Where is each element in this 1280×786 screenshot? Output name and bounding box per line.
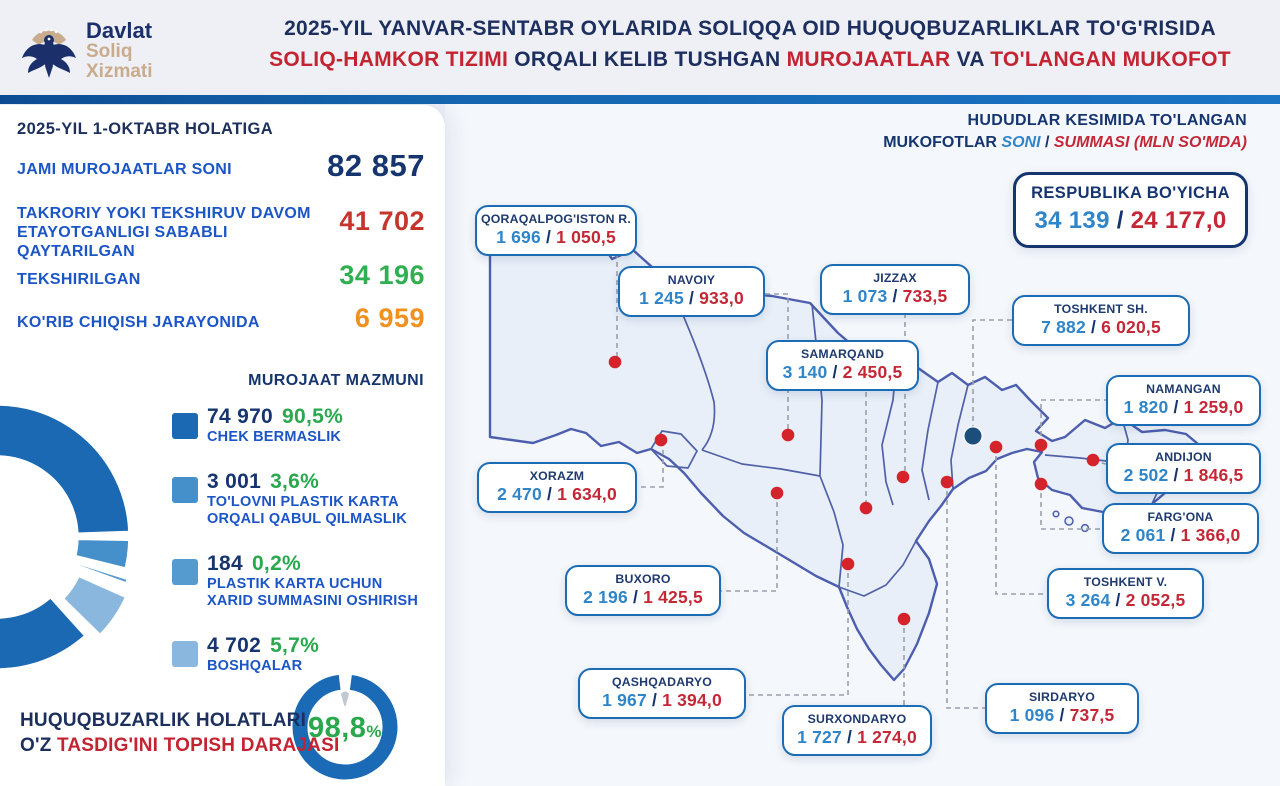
republika-values: 34 139 / 24 177,0 (1034, 207, 1227, 234)
map-header-line2: MUKOFOTLAR SONI / SUMMASI (MLN SO'MDA) (883, 134, 1247, 151)
logo-line3: Xizmati (86, 60, 153, 82)
stat-value-jami: 82 857 (327, 148, 425, 183)
callout-qashqadaryo: QASHQADARYO 1 967 / 1 394,0 (578, 668, 746, 719)
page-title: 2025-YIL YANVAR-SENTABR OYLARIDA SOLIQQA… (235, 17, 1265, 72)
stat-label-korib: KO'RIB CHIQISH JARAYONIDA (17, 314, 260, 331)
map-header: HUDUDLAR KESIMIDA TO'LANGAN MUKOFOTLAR S… (883, 112, 1247, 152)
callout-surxondaryo: SURXONDARYO 1 727 / 1 274,0 (782, 705, 932, 756)
legend-item-1: 74 970 90,5% CHEK BERMASLIK (207, 405, 344, 445)
title-line2: SOLIQ-HAMKOR TIZIMI ORQALI KELIB TUSHGAN… (269, 48, 1231, 71)
gauge-label-line1: HUQUQBUZARLIK HOLATLARI (20, 710, 307, 731)
stat-value-takroriy: 41 702 (339, 206, 425, 236)
callout-jizzax: JIZZAX 1 073 / 733,5 (820, 264, 970, 315)
legend-swatch-2 (172, 477, 198, 503)
legend-item-4: 4 702 5,7% BOSHQALAR (207, 634, 320, 674)
gauge-label-line2: O'Z TASDIG'INI TOPISH DARAJASI (20, 735, 340, 756)
callout-qoraqalpogiston: QORAQALPOG'ISTON R. 1 696 / 1 050,5 (475, 205, 637, 256)
gauge-value: 98,8% (307, 712, 383, 744)
eagle-logo-icon (22, 28, 76, 78)
logo-line1: Davlat (86, 18, 153, 43)
callout-sirdaryo: SIRDARYO 1 096 / 737,5 (985, 683, 1139, 734)
republika-total-box: RESPUBLIKA BO'YICHA 34 139 / 24 177,0 (1013, 172, 1248, 248)
callout-fargona: FARG'ONA 2 061 / 1 366,0 (1102, 503, 1259, 554)
stat-label-jami: JAMI MUROJAATLAR SONI (17, 161, 232, 178)
callout-xorazm: XORAZM 2 470 / 1 634,0 (477, 462, 637, 513)
callout-andijon: ANDIJON 2 502 / 1 846,5 (1106, 443, 1261, 494)
stat-label-tekshirilgan: TEKSHIRILGAN (17, 271, 141, 288)
callout-namangan: NAMANGAN 1 820 / 1 259,0 (1106, 375, 1261, 426)
stat-value-korib: 6 959 (354, 303, 425, 333)
stat-label-takroriy: TAKRORIY YOKI TEKSHIRUV DAVOM ETAYOTGANL… (17, 205, 311, 260)
title-line1: 2025-YIL YANVAR-SENTABR OYLARIDA SOLIQQA… (284, 17, 1216, 40)
republika-title: RESPUBLIKA BO'YICHA (1031, 184, 1230, 202)
callout-buxoro: BUXORO 2 196 / 1 425,5 (565, 565, 721, 616)
callout-toshkent-sh: TOSHKENT SH. 7 882 / 6 020,5 (1012, 295, 1190, 346)
callout-toshkent-v: TOSHKENT V. 3 264 / 2 052,5 (1047, 568, 1204, 619)
logo-text: Davlat Soliq Xizmati (86, 18, 153, 82)
date-label: 2025-YIL 1-OKTABR HOLATIGA (17, 120, 274, 138)
legend-item-2: 3 001 3,6% TO'LOVNI PLASTIK KARTA ORQALI Q… (207, 470, 407, 527)
header: Davlat Soliq Xizmati 2025-YIL YANVAR-SEN… (0, 0, 1280, 95)
logo: Davlat Soliq Xizmati (18, 12, 248, 90)
logo-line2: Soliq (86, 41, 133, 63)
legend-item-3: 184 0,2% PLASTIK KARTA UCHUN XARID SUMMASI… (207, 552, 419, 609)
callout-navoiy: NAVOIY 1 245 / 933,0 (618, 266, 765, 317)
legend-swatch-4 (172, 641, 198, 667)
legend-title: MUROJAAT MAZMUNI (248, 372, 424, 389)
callout-samarqand: SAMARQAND 3 140 / 2 450,5 (766, 340, 919, 391)
legend-swatch-1 (172, 413, 198, 439)
blue-divider-bar (0, 95, 1280, 104)
legend-swatch-3 (172, 559, 198, 585)
map-header-line1: HUDUDLAR KESIMIDA TO'LANGAN (967, 112, 1247, 129)
stat-value-tekshirilgan: 34 196 (339, 260, 425, 290)
